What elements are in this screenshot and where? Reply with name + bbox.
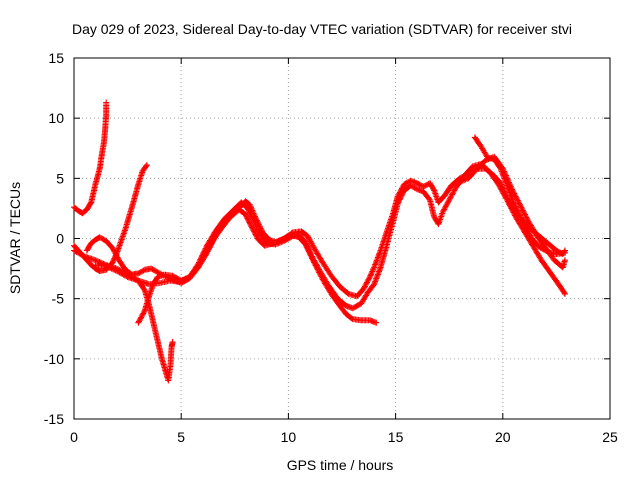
data-marks [71,99,568,384]
x-tick-labels: 0 5 10 15 20 25 [70,429,618,445]
x-tick-label: 0 [70,429,78,445]
y-tick-label: -10 [44,351,64,367]
y-axis-label: SDTVAR / TECUs [7,182,23,294]
x-tick-label: 25 [602,429,618,445]
x-tick-label: 15 [388,429,404,445]
y-tick-label: 5 [56,170,64,186]
y-tick-label: -5 [52,291,65,307]
axis-ticks [73,57,611,420]
y-tick-label: 0 [56,231,64,247]
x-tick-label: 10 [281,429,297,445]
series-6 [92,206,380,326]
x-axis-label: GPS time / hours [287,457,394,473]
y-tick-labels: -15 -10 -5 0 5 10 15 [44,50,64,427]
y-tick-label: -15 [44,411,64,427]
data-point-markers [456,153,568,271]
series-8 [456,153,568,271]
series-1 [71,99,110,217]
y-tick-label: 10 [48,110,64,126]
data-point-markers [71,99,110,217]
data-point-markers [92,206,380,326]
plot-frame [73,57,611,420]
x-tick-label: 5 [177,429,185,445]
chart-title: Day 029 of 2023, Sidereal Day-to-day VTE… [72,21,572,37]
x-tick-label: 20 [495,429,511,445]
y-tick-label: 15 [48,50,64,66]
